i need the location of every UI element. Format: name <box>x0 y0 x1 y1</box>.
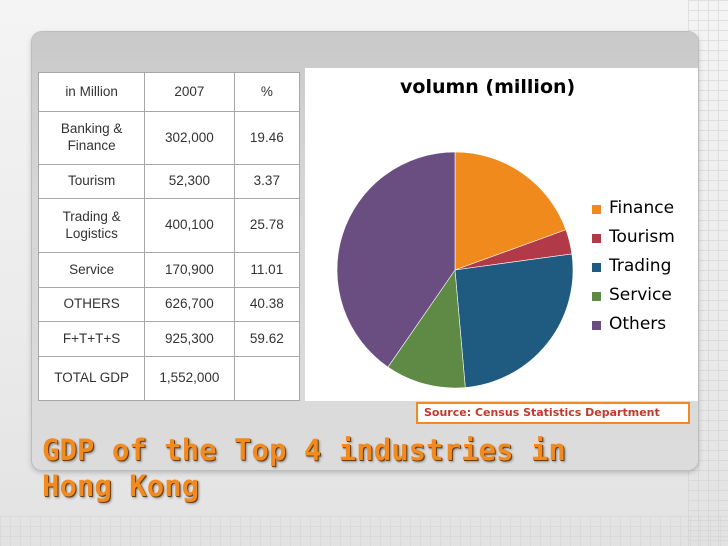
legend-label: Tourism <box>609 227 675 247</box>
slide-title-line: Hong Kong <box>42 469 200 503</box>
table-cell-label: F+T+T+S <box>37 321 146 357</box>
legend-swatch <box>592 321 601 330</box>
table-cell-label: Tourism <box>37 164 146 199</box>
legend-swatch <box>592 205 601 214</box>
table-row: Trading & Logistics 400,100 25.78 <box>37 198 301 253</box>
table-cell-label: Service <box>37 252 146 288</box>
table-cell-label: TOTAL GDP <box>37 356 146 401</box>
table-cell-value: 302,000 <box>144 111 235 165</box>
slide-title: GDP of the Top 4 industries in Hong Kong <box>42 432 662 504</box>
table-cell-label: OTHERS <box>37 287 146 322</box>
table-cell-pct <box>233 356 301 401</box>
table-cell-value: 1,552,000 <box>144 356 235 401</box>
table-cell-label: Trading & Logistics <box>37 198 146 253</box>
source-note: Source: Census Statistics Department <box>416 402 690 424</box>
table-cell-value: 400,100 <box>144 198 235 253</box>
grid-decoration-bottom <box>0 516 728 546</box>
slide-title-line: GDP of the Top 4 industries in <box>42 433 566 467</box>
legend-label: Service <box>609 285 672 305</box>
legend-label: Finance <box>609 198 675 218</box>
legend-swatch <box>592 263 601 272</box>
table-cell-label: Banking & Finance <box>37 111 146 165</box>
pie-slice-service <box>387 269 466 389</box>
pie-slice-finance <box>454 151 567 271</box>
table-cell-pct: 25.78 <box>233 198 301 253</box>
table-row: TOTAL GDP 1,552,000 <box>37 356 301 401</box>
table-header-cell: % <box>233 72 301 112</box>
table-row: Tourism 52,300 3.37 <box>37 164 301 199</box>
table-cell-value: 925,300 <box>144 321 235 357</box>
table-header-row: in Million 2007 % <box>37 72 301 112</box>
legend-label: Trading <box>609 256 672 276</box>
pie-slice-others <box>336 151 456 368</box>
table-row: Banking & Finance 302,000 19.46 <box>37 111 301 165</box>
table-row: F+T+T+S 925,300 59.62 <box>37 321 301 357</box>
chart-title: volumn (million) <box>400 76 576 98</box>
gdp-data-table: in Million 2007 % Banking & Finance 302,… <box>37 72 301 401</box>
legend-label: Others <box>609 314 667 334</box>
legend-swatch <box>592 292 601 301</box>
table-cell-value: 626,700 <box>144 287 235 322</box>
pie-slice-trading <box>454 253 574 388</box>
table-row: OTHERS 626,700 40.38 <box>37 287 301 322</box>
legend-swatch <box>592 234 601 243</box>
table-header-cell: in Million <box>37 72 146 112</box>
table-cell-pct: 59.62 <box>233 321 301 357</box>
table-cell-value: 170,900 <box>144 252 235 288</box>
